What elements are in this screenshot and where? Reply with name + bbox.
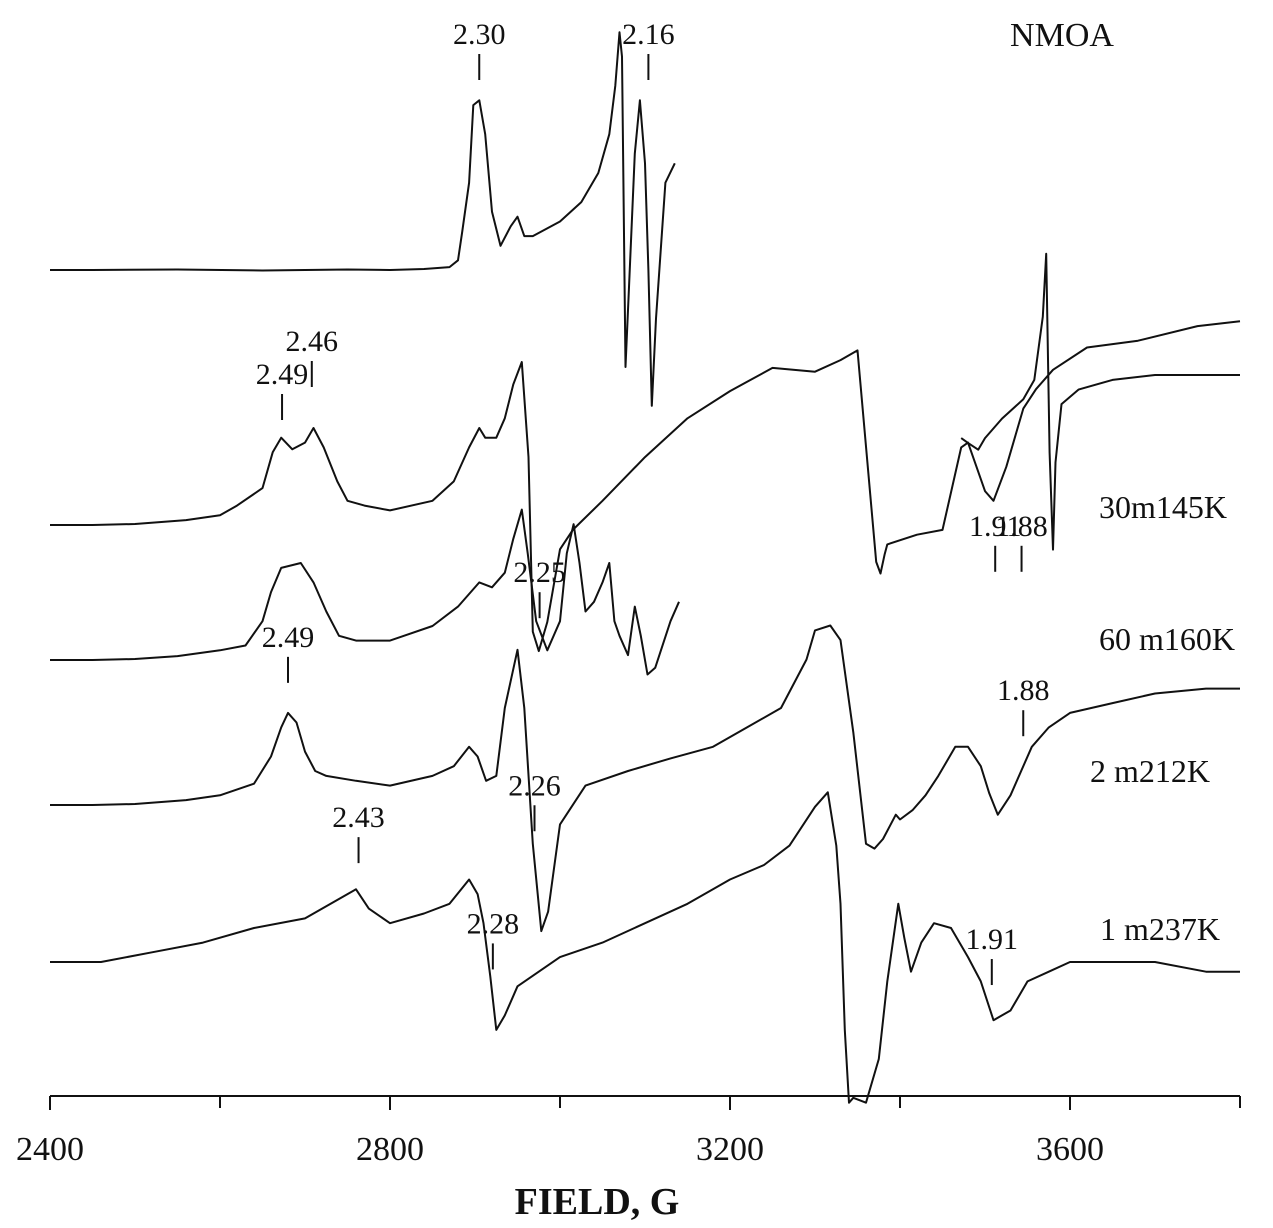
g-value-label-3: 2.46 [286,325,339,358]
x-axis-label: FIELD, G [515,1181,680,1223]
spectrum-trace-1 [960,252,1240,551]
series-label-2: 30m145K [1099,489,1227,525]
g-value-label-6: 1.88 [995,510,1048,543]
x-axis-ticks: 2400 2800 3200 3600 [16,1096,1241,1168]
spectrum-trace-4 [50,624,1240,933]
x-tick-label: 3200 [696,1131,764,1168]
g-value-label-1: 2.16 [622,18,675,51]
x-tick-label: 3600 [1036,1131,1104,1168]
series-label-5: 1 m237K [1100,911,1220,947]
spectrum-trace-2 [50,320,1241,653]
series-labels: 30m145K 60 m160K 2 m212K 1 m237K [1090,489,1235,947]
spectra-traces [50,31,1241,1104]
g-value-label-5: 1.91 [969,510,1022,543]
sample-label: NMOA [1010,17,1114,54]
g-value-label-7: 2.49 [262,621,315,654]
g-value-label-9: 1.88 [997,674,1050,707]
spectrum-trace-0 [50,31,676,407]
series-label-4: 2 m212K [1090,753,1210,789]
series-label-3: 60 m160K [1099,621,1235,657]
g-value-label-8: 2.26 [508,769,561,802]
x-tick-label: 2800 [356,1131,424,1168]
x-tick-label: 2400 [16,1131,84,1168]
g-value-label-0: 2.30 [453,18,506,51]
spectrum-trace-3 [50,508,680,676]
g-value-label-10: 2.43 [332,801,385,834]
g-value-label-11: 2.28 [467,907,520,940]
spectrum-trace-5 [50,791,1240,1104]
g-value-label-12: 1.91 [966,923,1019,956]
g-value-label-2: 2.49 [256,358,309,391]
g-value-markers: 2.30 2.162.492.462.251.911.882.492.261.88… [256,18,1050,986]
g-value-label-4: 2.25 [513,556,566,589]
